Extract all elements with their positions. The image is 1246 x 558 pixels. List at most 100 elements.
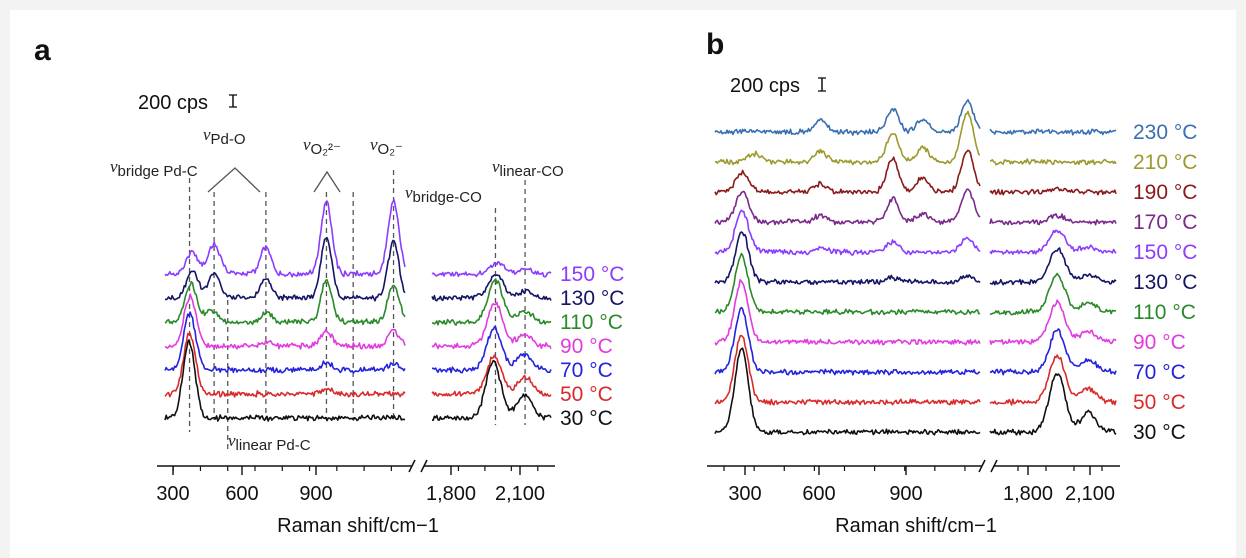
spectrum-line-a-4-seg1: [431, 326, 552, 374]
series-label-b-0: 230 °C: [1133, 121, 1197, 144]
annotation-linear-co: νlinear-CO: [492, 157, 564, 180]
spectrum-a-30c: [164, 339, 552, 422]
x-tick-label-b-3: 1,800: [1003, 483, 1053, 505]
series-label-a-6: 30 °C: [560, 407, 613, 430]
x-tick-label-b-2: 900: [889, 483, 922, 505]
annotation-linear-pd-c: νlinear Pd-C: [228, 431, 311, 454]
spectrum-line-a-5-seg0: [164, 332, 406, 398]
spectrum-line-b-7-seg0: [714, 279, 981, 346]
series-label-b-9: 50 °C: [1133, 391, 1186, 414]
x-tick-label-a-3: 1,800: [426, 483, 476, 505]
series-label-a-5: 50 °C: [560, 383, 613, 406]
spectrum-line-b-10-seg1: [989, 373, 1117, 436]
pd-o-bracket: [207, 167, 261, 193]
annotation-pd-o: νPd-O: [203, 125, 246, 148]
spectrum-line-b-0-seg0: [714, 99, 981, 136]
svg-text:νlinear-CO: νlinear-CO: [492, 157, 564, 180]
panel-b-x-axis: 300 600 900 1,800 2,100: [707, 459, 1120, 505]
spectrum-line-a-1-seg1: [431, 274, 552, 302]
spectrum-line-b-5-seg0: [714, 231, 981, 286]
spectrum-line-b-5-seg1: [989, 247, 1117, 286]
panel-b-series-labels: 230 °C 210 °C 190 °C 170 °C 150 °C 130 °C 110 …: [1133, 121, 1197, 444]
spectrum-line-b-10-seg0: [714, 347, 981, 436]
series-label-a-0: 150 °C: [560, 263, 624, 286]
panel-a-label: a: [34, 34, 51, 67]
spectrum-b-130c: [714, 231, 1117, 286]
panel-a: a 200 cps νbridge Pd-C νPd-O νO₂²⁻ νO₂⁻ …: [34, 34, 624, 537]
spectrum-line-b-1-seg0: [714, 110, 981, 166]
spectrum-line-b-7-seg1: [989, 299, 1117, 345]
series-label-b-2: 190 °C: [1133, 181, 1197, 204]
panel-b-label: b: [706, 28, 724, 61]
svg-text:νbridge Pd-C: νbridge Pd-C: [110, 157, 198, 180]
series-label-b-5: 130 °C: [1133, 271, 1197, 294]
spectrum-line-a-2-seg1: [431, 278, 552, 326]
spectrum-b-110c: [714, 252, 1117, 316]
spectrum-line-b-6-seg1: [989, 272, 1117, 316]
x-tick-label-a-0: 300: [156, 483, 189, 505]
spectrum-line-b-8-seg1: [989, 328, 1117, 376]
x-tick-label-b-4: 2,100: [1065, 483, 1115, 505]
series-label-b-7: 90 °C: [1133, 331, 1186, 354]
spectrum-b-90c: [714, 279, 1117, 346]
series-label-a-3: 90 °C: [560, 335, 613, 358]
spectrum-a-110c: [164, 278, 552, 326]
spectrum-line-b-8-seg0: [714, 306, 981, 376]
spectrum-line-b-2-seg0: [714, 149, 981, 196]
panel-a-scale-label: 200 cps: [138, 92, 208, 114]
spectrum-a-130c: [164, 236, 552, 302]
svg-text:νlinear Pd-C: νlinear Pd-C: [228, 431, 311, 454]
x-tick-label-a-1: 600: [225, 483, 258, 505]
panel-b-xlabel: Raman shift/cm−1: [835, 515, 997, 537]
svg-text:νPd-O: νPd-O: [203, 125, 246, 148]
series-label-b-10: 30 °C: [1133, 421, 1186, 444]
panel-a-xlabel: Raman shift/cm−1: [277, 515, 439, 537]
spectrum-line-b-6-seg0: [714, 252, 981, 316]
x-tick-label-a-2: 900: [299, 483, 332, 505]
series-label-a-2: 110 °C: [560, 311, 623, 334]
x-tick-label-a-4: 2,100: [495, 483, 545, 505]
spectrum-a-70c: [164, 311, 552, 374]
spectrum-line-a-6-seg0: [164, 339, 406, 422]
spectrum-line-b-4-seg1: [989, 229, 1117, 255]
spectrum-line-b-3-seg1: [989, 213, 1117, 226]
svg-text:νO₂⁻: νO₂⁻: [370, 135, 403, 158]
annotation-bridge-pd-c: νbridge Pd-C: [110, 157, 198, 180]
spectrum-line-a-6-seg1: [431, 359, 552, 421]
x-tick-label-b-0: 300: [728, 483, 761, 505]
spectrum-b-210c: [714, 110, 1117, 166]
axis-break: [408, 459, 428, 473]
annotation-bridge-co: νbridge-CO: [405, 183, 482, 206]
svg-text:νO₂²⁻: νO₂²⁻: [303, 135, 341, 158]
spectrum-line-a-4-seg0: [164, 311, 406, 374]
series-label-a-4: 70 °C: [560, 359, 613, 382]
panel-b-spectra: [714, 99, 1117, 436]
spectrum-line-a-3-seg1: [431, 301, 552, 350]
spectrum-b-230c: [714, 99, 1117, 136]
annotation-o2-2minus: νO₂²⁻: [303, 135, 341, 158]
series-label-b-4: 150 °C: [1133, 241, 1197, 264]
x-tick-label-b-1: 600: [802, 483, 835, 505]
spectrum-b-50c: [714, 334, 1117, 406]
series-label-b-3: 170 °C: [1133, 211, 1197, 234]
spectrum-b-170c: [714, 188, 1117, 226]
spectrum-line-a-0-seg1: [431, 260, 552, 278]
svg-text:νbridge-CO: νbridge-CO: [405, 183, 482, 206]
spectrum-line-b-0-seg1: [989, 128, 1117, 136]
o2-2minus-bracket: [313, 170, 341, 193]
spectrum-line-b-9-seg1: [989, 354, 1117, 406]
spectrum-line-b-4-seg0: [714, 209, 981, 256]
spectrum-line-b-3-seg0: [714, 188, 981, 226]
spectrum-line-a-5-seg1: [431, 354, 552, 397]
panel-b-scale-label: 200 cps: [730, 75, 800, 97]
panel-b: b 200 cps 230 °C 210 °C 190 °C 170 °C 150 °C…: [706, 28, 1197, 537]
spectrum-a-150c: [164, 199, 552, 278]
spectrum-line-a-1-seg0: [164, 236, 406, 302]
spectrum-b-150c: [714, 209, 1117, 256]
spectrum-line-b-9-seg0: [714, 334, 981, 406]
series-label-b-1: 210 °C: [1133, 151, 1197, 174]
panel-a-spectra: [164, 199, 552, 422]
axis-break: [978, 459, 998, 473]
